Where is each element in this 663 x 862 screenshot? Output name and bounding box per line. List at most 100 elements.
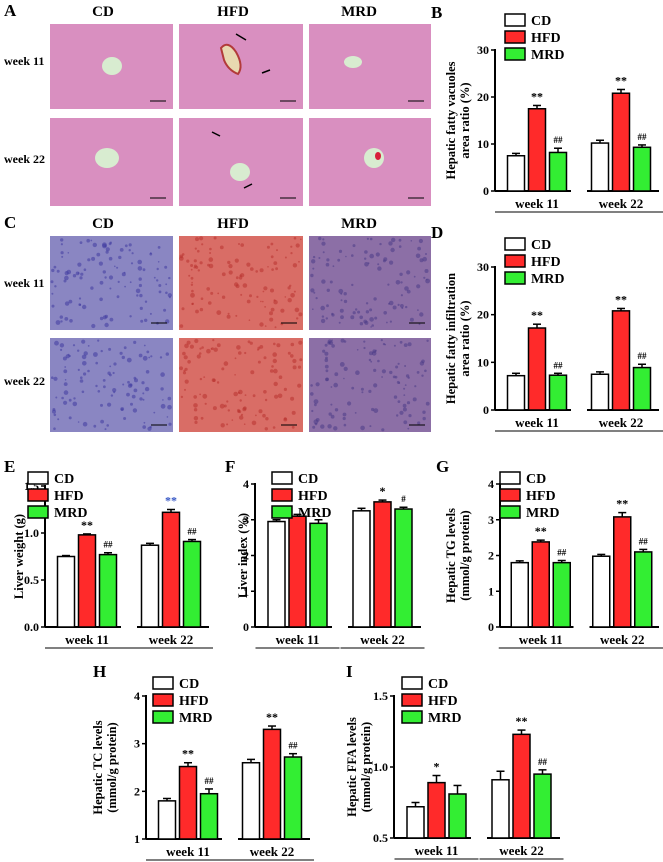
stain-speckle <box>60 238 64 242</box>
stain-speckle <box>167 404 172 410</box>
stain-speckle <box>260 300 262 303</box>
stain-speckle <box>126 392 130 397</box>
y-axis-label: Hepatic TC levels <box>91 720 105 814</box>
stain-speckle <box>142 425 146 429</box>
stain-speckle <box>252 394 256 398</box>
stain-speckle <box>310 288 315 293</box>
stain-speckle <box>77 349 80 352</box>
bar-hfd <box>262 728 282 840</box>
stain-speckle <box>270 255 274 259</box>
stain-speckle <box>95 361 98 365</box>
stain-speckle <box>216 343 221 348</box>
stain-speckle <box>226 423 229 426</box>
stain-speckle <box>50 280 54 284</box>
y-tick-label: 0 <box>483 184 489 198</box>
stain-speckle <box>99 297 103 302</box>
stain-speckle <box>237 391 240 394</box>
stain-speckle <box>266 245 270 249</box>
stain-speckle <box>141 381 145 385</box>
stain-speckle <box>221 272 226 277</box>
bar-hfd <box>613 516 632 628</box>
x-tick-label: week 22 <box>250 844 294 859</box>
micrograph-row-label: week 11 <box>4 54 44 68</box>
stain-speckle <box>53 413 57 417</box>
legend-swatch-mrd <box>271 505 293 519</box>
stain-speckle <box>246 262 251 267</box>
stain-speckle <box>340 338 345 343</box>
stain-speckle <box>137 259 142 265</box>
stain-speckle <box>123 346 127 350</box>
legend-swatch-cd <box>504 237 526 251</box>
legend-label: CD <box>531 238 551 253</box>
stain-speckle <box>330 403 333 406</box>
stain-speckle <box>72 344 76 347</box>
stain-speckle <box>159 356 163 359</box>
stain-speckle <box>162 399 164 401</box>
stain-speckle <box>105 250 109 254</box>
stain-speckle <box>147 426 152 431</box>
stain-speckle <box>371 407 375 412</box>
stain-speckle <box>293 236 297 240</box>
stain-speckle <box>128 249 131 252</box>
stain-speckle <box>197 269 200 272</box>
stain-speckle <box>318 257 321 259</box>
stain-speckle <box>93 352 98 357</box>
legend-label: HFD <box>531 31 561 46</box>
stain-speckle <box>127 380 130 384</box>
stain-speckle <box>165 283 168 286</box>
legend-label: CD <box>54 472 74 487</box>
stain-speckle <box>109 373 112 377</box>
panel-letter-d: D <box>431 223 443 242</box>
micrograph-tile <box>309 236 431 330</box>
micrograph-row-label: week 11 <box>4 276 44 290</box>
stain-speckle <box>148 356 151 359</box>
stain-speckle <box>407 376 410 379</box>
stain-speckle <box>248 319 251 322</box>
bar-mrd <box>394 508 413 628</box>
significance-mark: * <box>380 484 386 498</box>
stain-speckle <box>287 351 291 355</box>
stain-speckle <box>290 293 295 298</box>
stain-speckle <box>381 376 383 378</box>
y-axis-label: Liver weight (g) <box>12 514 26 599</box>
bar-mrd <box>182 540 202 628</box>
micrograph-tile <box>50 338 173 432</box>
significance-mark: ** <box>266 710 278 724</box>
stain-speckle <box>330 414 335 419</box>
stain-speckle <box>106 424 109 427</box>
stain-speckle <box>77 262 82 267</box>
stain-speckle <box>194 338 199 344</box>
stain-speckle <box>63 400 68 405</box>
y-tick-label: 0 <box>243 620 249 634</box>
stain-speckle <box>167 293 172 298</box>
stain-speckle <box>300 238 302 241</box>
stain-speckle <box>426 339 429 342</box>
legend-swatch-cd <box>499 471 521 485</box>
stain-speckle <box>284 296 287 298</box>
bar-mrd <box>533 773 552 839</box>
stain-speckle <box>242 407 247 412</box>
stain-speckle <box>262 413 266 418</box>
stain-speckle <box>51 268 55 273</box>
stain-speckle <box>340 315 344 320</box>
stain-speckle <box>365 310 370 314</box>
legend-label: HFD <box>428 694 458 709</box>
stain-speckle <box>144 300 148 303</box>
stain-speckle <box>361 391 364 394</box>
stain-speckle <box>351 386 355 390</box>
stain-speckle <box>370 360 373 363</box>
y-tick-label: 3 <box>488 513 494 527</box>
x-tick-label: week 22 <box>599 196 643 211</box>
arrow-icon <box>235 33 247 41</box>
stain-speckle <box>364 257 367 260</box>
stain-speckle <box>103 385 106 389</box>
y-tick-label: 0 <box>488 620 494 634</box>
stain-speckle <box>276 343 281 348</box>
stain-speckle <box>234 258 239 263</box>
stain-speckle <box>133 340 137 344</box>
stain-speckle <box>321 241 326 246</box>
stain-speckle <box>138 353 143 358</box>
stain-speckle <box>379 242 382 246</box>
stain-speckle <box>213 347 218 352</box>
legend-label: HFD <box>531 255 561 270</box>
